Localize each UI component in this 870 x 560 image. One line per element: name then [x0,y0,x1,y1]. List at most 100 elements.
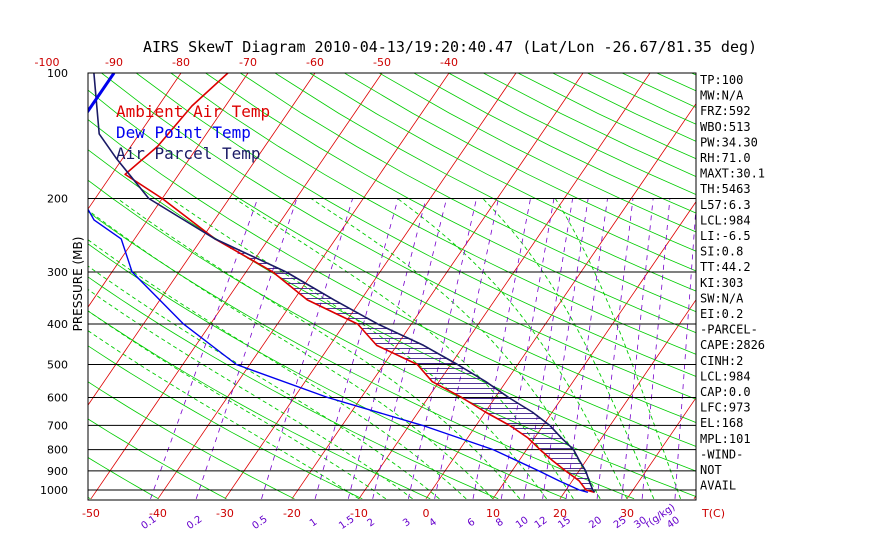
isotherm-line [761,73,870,499]
dry-adiabat-line [240,73,696,313]
moist-adiabat-line [117,198,521,500]
moist-adiabat-line [170,198,547,500]
index-item: LCL:984 [700,369,751,383]
isotherm-line [291,73,584,500]
dry-adiabat-line [88,310,431,500]
mixing-ratio-line [195,198,298,499]
bottom-temp-tick-label: 0 [422,507,429,520]
moist-adiabat-line [397,198,628,500]
dry-adiabat-line [88,89,696,423]
mixing-ratio-tick-label: 6 [466,517,478,530]
moist-adiabat-line [482,198,655,499]
dry-adiabat-line [88,457,159,500]
mixing-ratio-line [150,198,259,499]
top-temp-tick-label: -80 [172,56,190,69]
dry-adiabat-line [344,73,696,252]
dry-adiabat-line [205,73,696,334]
index-item: EL:168 [700,416,743,430]
index-item: NOT [700,463,722,477]
moist-adiabat-line [88,288,413,500]
dry-adiabat-line [761,73,870,499]
sounding-series [88,73,596,494]
pressure-lines [88,72,696,491]
parcel-temp-line [93,73,596,493]
isotherm-line [0,73,47,499]
mixing-ratio-line [523,198,574,499]
ambient-temp-line [124,73,595,494]
isotherm-line [828,73,870,499]
index-item: TT:44.2 [700,260,751,274]
pressure-tick-label: 700 [47,419,68,432]
index-item: PW:34.30 [700,135,758,149]
dry-adiabat-line [796,73,870,499]
moist-adiabat-line [234,198,574,500]
index-item: TP:100 [700,73,743,87]
dry-adiabat-line [88,418,227,500]
mixing-ratio-tick-label: 10 [514,515,531,531]
index-item: -WIND- [700,447,743,461]
index-item: LI:-6.5 [700,229,751,243]
bottom-temp-tick-label: 20 [553,507,567,520]
index-item: CAPE:2826 [700,338,765,352]
dry-adiabat-line [830,73,870,499]
pressure-tick-label: 500 [47,358,68,371]
index-item: WBO:513 [700,120,751,134]
pressure-tick-label: 600 [47,391,68,404]
index-item: MW:N/A [700,89,744,103]
mixing-ratio-tick-label: 0.5 [250,514,269,532]
moist-adiabat-line [88,310,387,500]
dry-adiabat-line [135,73,696,377]
bottom-temp-tick-label: -40 [149,507,167,520]
dry-adiabat-line [170,73,696,355]
mixing-ratio-line [472,198,531,499]
dry-adiabat-line [448,73,696,196]
index-item: LCL:984 [700,213,751,227]
index-item: MAXT:30.1 [700,167,765,181]
moist-adiabat-line [88,209,494,500]
isotherm-line [90,73,383,500]
isotherm-line [492,201,696,500]
dry-adiabat-line [274,73,696,292]
mixing-ratio-line [674,202,696,499]
dry-adiabat-line [88,243,567,500]
plot-frame [87,72,697,501]
dry-adiabat-line [309,73,696,272]
mixing-ratio-line [347,198,427,499]
mixing-ratio-tick-label: 0.2 [185,514,204,532]
y-axis-label: PRESSURE (MB) [71,237,85,332]
isotherm-line [88,73,115,112]
dry-adiabat-line [88,276,499,500]
top-temp-tick-label: -60 [306,56,324,69]
isotherm-line [559,299,696,500]
dry-adiabat-line [379,73,696,233]
moist-adiabat-line [88,239,467,500]
pressure-tick-label: 1000 [40,484,68,497]
mixing-ratio-tick-label: 1 [308,517,320,530]
legend-parcel: Air Parcel Temp [116,144,261,163]
top-temp-tick-label: -70 [239,56,257,69]
mixing-ratio-line [261,198,353,499]
mixing-ratio-line [314,198,399,499]
bottom-temp-tick-label: 10 [486,507,500,520]
top-temp-tick-label: -50 [373,56,391,69]
pressure-tick-label: 300 [47,266,68,279]
dry-adiabat-line [88,381,295,500]
pressure-tick-label: 400 [47,318,68,331]
cape-hatching [222,243,593,489]
isotherm-line [88,73,249,308]
mixing-ratio-tick-label: 20 [587,515,604,531]
index-item: RH:71.0 [700,151,751,165]
dewpoint-top-segment [88,73,116,114]
bottom-temp-tick-label: -30 [216,507,234,520]
dry-adiabat-line [88,345,363,500]
dry-adiabat-line [88,179,696,497]
moist-adiabat-line [554,198,682,499]
moist-adiabat-line [88,265,440,500]
mixing-ratio-tick-label: 8 [494,517,506,530]
index-item: LFC:973 [700,401,751,415]
pressure-tick-label: 200 [47,193,68,206]
bottom-temp-tick-label: -50 [82,507,100,520]
mixing-ratio-tick-label: 4 [427,517,439,530]
dry-adiabat-line [88,211,635,500]
index-item: FRZ:592 [700,104,751,118]
